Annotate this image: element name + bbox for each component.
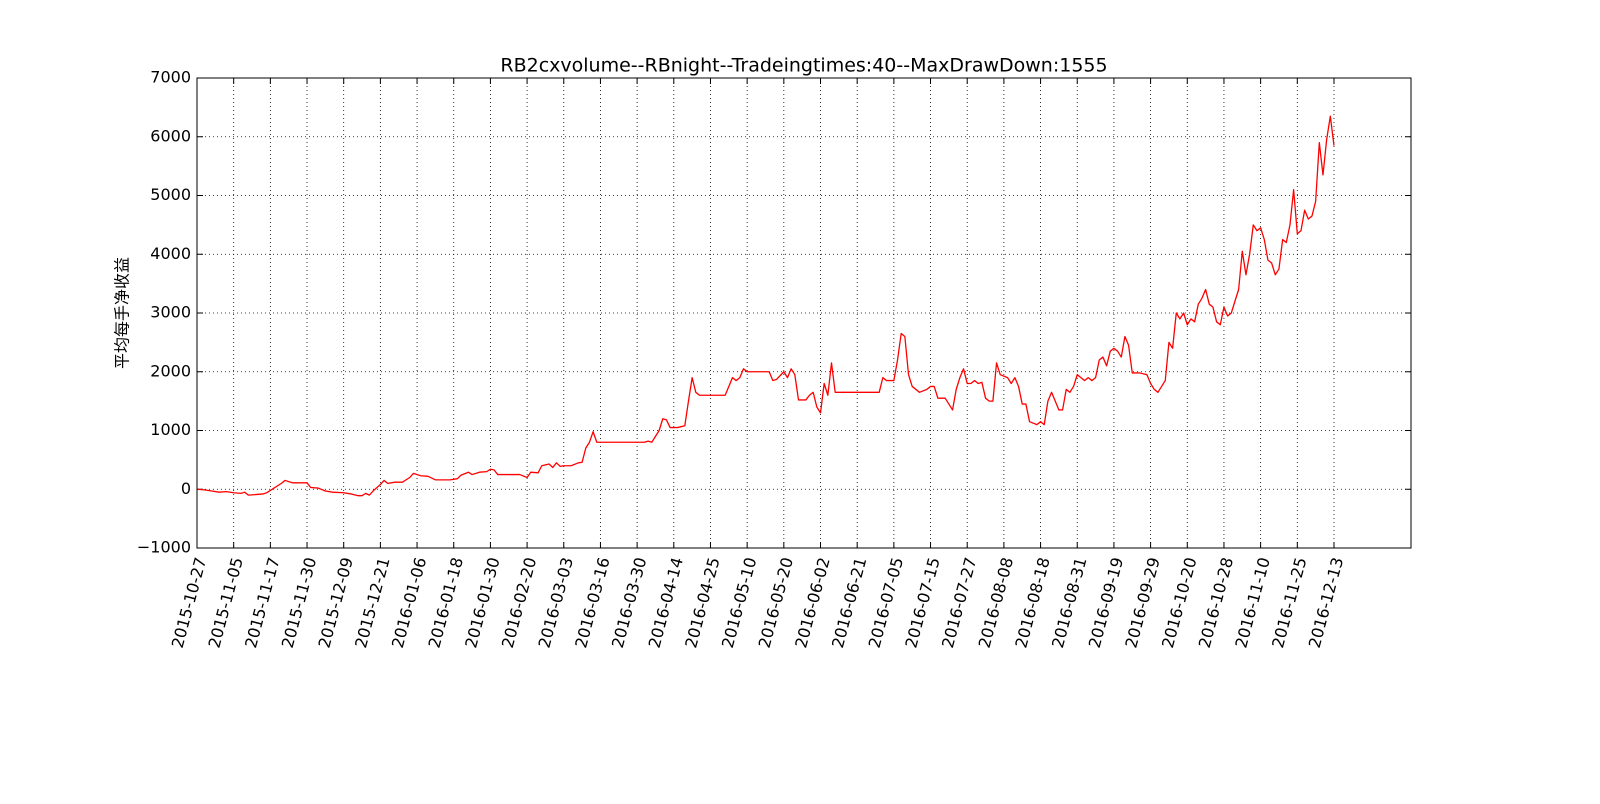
x-tick-label: 2016-07-15: [901, 555, 943, 650]
x-tick-label: 2016-03-30: [608, 555, 650, 650]
x-tick-label: 2015-11-30: [278, 555, 320, 650]
x-tick-label: 2015-10-27: [168, 555, 210, 650]
data-line: [196, 115, 1335, 497]
x-tick-label: 2016-09-29: [1121, 555, 1163, 650]
x-tick-label: 2016-01-18: [425, 555, 467, 650]
x-tick-label: 2016-05-10: [718, 555, 760, 650]
x-tick-label: 2015-12-09: [314, 555, 356, 650]
x-tick-label: 2016-04-14: [645, 555, 687, 650]
y-tick-label: 0: [181, 479, 191, 498]
y-tick-label: 5000: [150, 185, 191, 204]
x-tick-label: 2015-12-21: [351, 555, 393, 650]
y-tick-label: 4000: [150, 244, 191, 263]
y-tick-label: 3000: [150, 303, 191, 322]
x-tick-label: 2016-09-19: [1085, 555, 1127, 650]
chart-title: RB2cxvolume--RBnight--Tradeingtimes:40--…: [500, 55, 1107, 77]
x-tick-label: 2016-07-05: [865, 555, 907, 650]
x-tick-label: 2016-12-13: [1305, 555, 1347, 650]
x-tick-label: 2016-03-16: [571, 555, 613, 650]
x-tick-label: 2016-08-31: [1048, 555, 1090, 650]
x-tick-label: 2015-11-17: [241, 555, 283, 650]
x-tick-label: 2016-06-02: [791, 555, 833, 650]
y-tick-label: 2000: [150, 361, 191, 380]
y-axis-label: 平均每手净收益: [113, 257, 132, 369]
x-tick-label: 2016-02-20: [498, 555, 540, 650]
x-tick-label: 2016-10-20: [1158, 555, 1200, 650]
x-tick-label: 2016-04-25: [681, 555, 723, 650]
y-tick-label: 7000: [150, 68, 191, 87]
x-tick-label: 2016-05-20: [755, 555, 797, 650]
y-tick-label: −1000: [137, 538, 191, 557]
x-tick-label: 2016-11-10: [1231, 555, 1273, 650]
x-tick-label: 2016-03-03: [535, 555, 577, 650]
x-tick-label: 2016-01-06: [388, 555, 430, 650]
x-tick-label: 2016-10-28: [1195, 555, 1237, 650]
x-tick-label: 2016-08-08: [975, 555, 1017, 650]
x-tick-label: 2016-11-25: [1268, 555, 1310, 650]
y-tick-label: 6000: [150, 126, 191, 145]
x-tick-label: 2016-07-27: [938, 555, 980, 650]
x-tick-label: 2016-06-21: [828, 555, 870, 650]
x-tick-label: 2016-08-18: [1011, 555, 1053, 650]
x-tick-label: 2016-01-30: [461, 555, 503, 650]
y-tick-label: 1000: [150, 420, 191, 439]
plot-frame: [196, 77, 1412, 549]
x-tick-label: 2015-11-05: [204, 555, 246, 650]
